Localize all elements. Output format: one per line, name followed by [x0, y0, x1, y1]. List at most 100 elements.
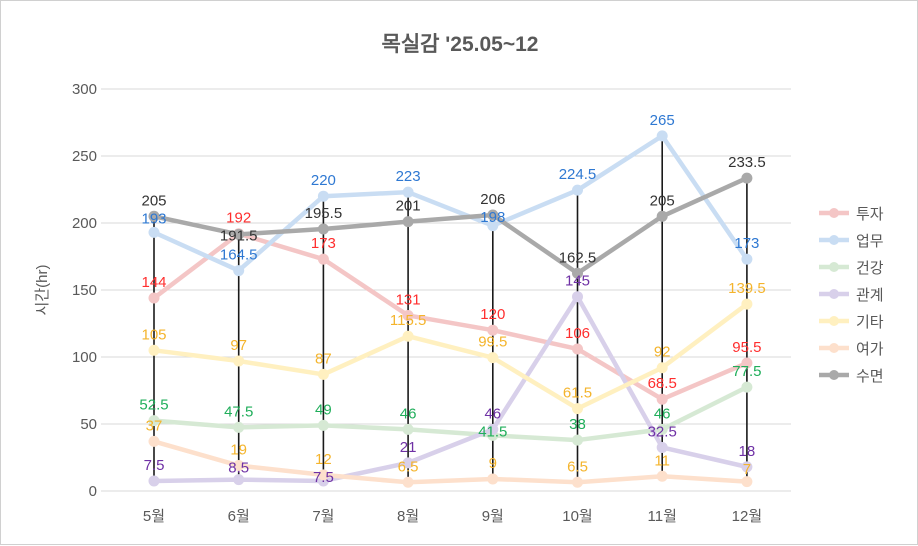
series-line-여가 — [153, 439, 748, 485]
data-point — [148, 292, 160, 304]
data-label: 47.5 — [224, 403, 253, 420]
data-label: 195.5 — [305, 205, 343, 222]
data-point — [656, 393, 668, 405]
x-tick-label: 10월 — [562, 508, 593, 525]
data-point — [741, 172, 753, 184]
y-tick-label: 250 — [72, 148, 97, 165]
data-label: 38 — [569, 416, 586, 433]
data-label: 105 — [141, 326, 166, 343]
data-point — [402, 457, 414, 469]
series-line-건강 — [153, 385, 748, 443]
data-point — [148, 344, 160, 356]
data-point — [572, 403, 583, 415]
data-point — [656, 470, 668, 482]
data-label: 106 — [565, 325, 590, 342]
data-point — [487, 209, 499, 221]
data-label: 92 — [654, 344, 671, 361]
data-point — [741, 461, 753, 473]
data-label: 131 — [396, 291, 421, 308]
data-point — [487, 220, 499, 232]
data-point — [148, 415, 160, 427]
data-point — [572, 343, 583, 355]
y-axis-label: 시간(hr) — [34, 265, 51, 316]
data-point — [572, 434, 583, 446]
data-label: 6.5 — [398, 458, 419, 475]
data-label: 6.5 — [567, 458, 588, 475]
data-point — [656, 210, 668, 222]
x-tick-label: 6월 — [228, 508, 250, 525]
data-label: 198 — [480, 209, 505, 226]
data-label: 206 — [480, 191, 505, 208]
data-label: 77.5 — [732, 363, 761, 380]
x-tick-label: 9월 — [482, 508, 504, 525]
data-label: 139.5 — [728, 280, 766, 297]
series-line-투자 — [152, 231, 748, 402]
data-point — [317, 368, 329, 380]
data-label: 191.5 — [220, 228, 258, 245]
legend-marker — [829, 316, 839, 326]
data-point — [233, 265, 245, 277]
legend-label: 건강 — [856, 260, 884, 277]
data-point — [402, 186, 414, 198]
data-label: 193 — [141, 210, 166, 227]
legend-marker — [829, 343, 839, 353]
data-point — [148, 226, 160, 238]
data-point — [402, 423, 414, 435]
data-point — [741, 476, 753, 488]
x-tick-label: 5월 — [143, 508, 165, 525]
data-point — [487, 324, 499, 336]
data-point — [487, 423, 499, 435]
data-label: 97 — [230, 337, 247, 354]
data-point — [402, 330, 414, 342]
legend-label: 업무 — [856, 233, 884, 250]
data-point — [148, 475, 160, 487]
y-tick-label: 150 — [72, 282, 97, 299]
legend-label: 여가 — [856, 341, 884, 358]
y-tick-label: 300 — [72, 81, 97, 98]
data-point — [741, 298, 753, 310]
data-label: 61.5 — [563, 385, 592, 402]
data-label: 192 — [226, 210, 251, 227]
data-label: 12 — [315, 451, 332, 468]
data-label: 224.5 — [559, 166, 597, 183]
data-label: 223 — [396, 168, 421, 185]
data-label: 46 — [484, 405, 501, 422]
data-label: 19 — [230, 442, 247, 459]
data-point — [402, 216, 414, 228]
y-tick-label: 200 — [72, 215, 97, 232]
data-label: 144 — [141, 274, 166, 291]
data-point — [656, 441, 668, 453]
data-point — [487, 473, 499, 485]
data-label: 9 — [489, 455, 497, 472]
data-point — [148, 210, 160, 222]
data-label: 68.5 — [648, 375, 677, 392]
data-label: 7.5 — [313, 469, 334, 486]
legend-label: 기타 — [856, 314, 884, 331]
data-point — [148, 435, 160, 447]
y-tick-label: 50 — [80, 416, 97, 433]
data-point — [317, 223, 329, 235]
x-tick-label: 7월 — [312, 508, 334, 525]
x-tick-label: 8월 — [397, 508, 419, 525]
data-label: 205 — [650, 192, 675, 209]
data-point — [656, 362, 668, 374]
data-label: 120 — [480, 306, 505, 323]
data-label: 233.5 — [728, 154, 766, 171]
data-label: 220 — [311, 172, 336, 189]
data-label: 205 — [141, 192, 166, 209]
data-point — [233, 355, 245, 367]
data-label: 8.5 — [228, 460, 249, 477]
data-label: 173 — [734, 235, 759, 252]
data-point — [402, 476, 414, 488]
data-label: 11 — [654, 452, 670, 469]
y-tick-label: 0 — [89, 483, 97, 500]
data-label: 41.5 — [478, 423, 507, 440]
data-label: 95.5 — [732, 339, 761, 356]
legend-label: 수면 — [856, 368, 884, 385]
data-point — [402, 309, 414, 321]
data-label: 87 — [315, 350, 332, 367]
data-point — [233, 228, 245, 240]
data-point — [741, 253, 753, 265]
series-line-수면 — [153, 176, 748, 276]
